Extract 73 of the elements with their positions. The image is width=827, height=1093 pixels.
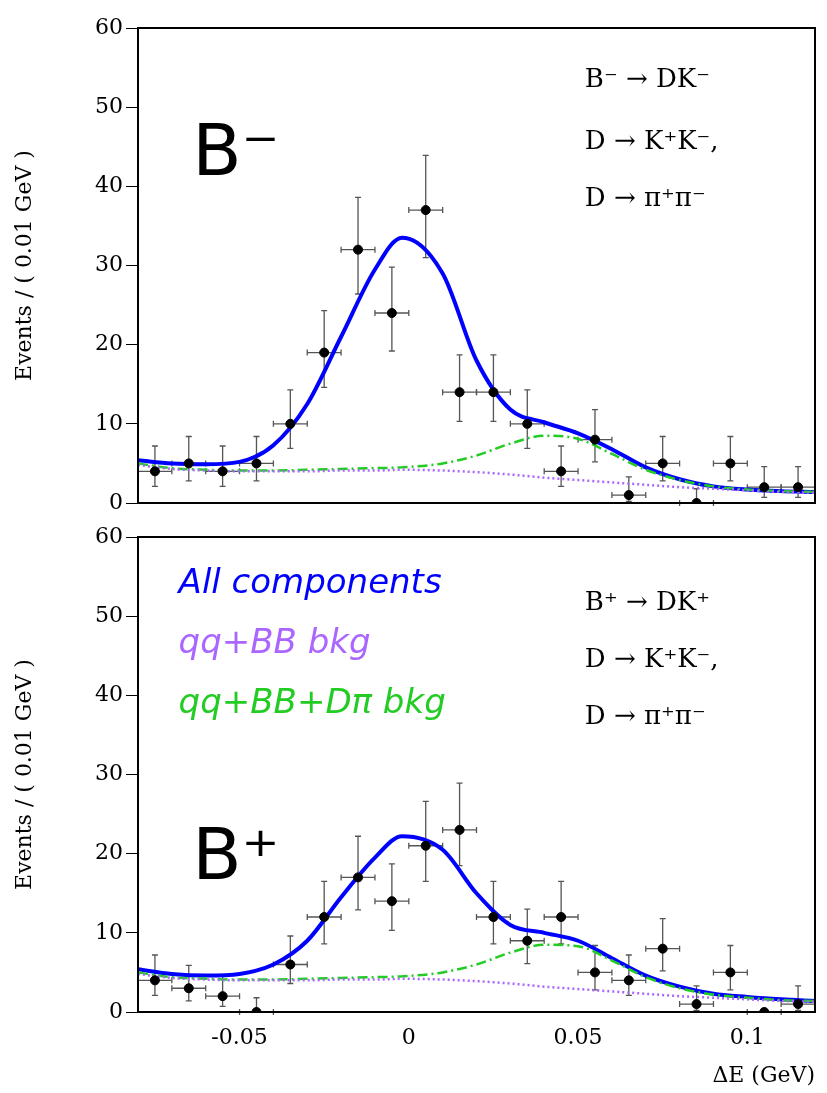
x-axis-title: ΔE (GeV) (712, 1061, 815, 1087)
y-tick-label: 10 (95, 409, 123, 435)
point (319, 912, 330, 922)
point (251, 458, 262, 469)
y-tick-label: 10 (95, 918, 123, 944)
point (183, 458, 194, 469)
y-tick-label: 20 (95, 839, 123, 865)
line-series (138, 463, 815, 494)
point (183, 983, 194, 994)
line-series (138, 943, 815, 1003)
y-tick-label: 50 (95, 601, 123, 627)
x-tick-label: -0.05 (211, 1023, 268, 1049)
annotation: B⁺ (192, 811, 280, 896)
point (759, 482, 770, 493)
y-tick-label: 0 (109, 488, 123, 514)
point (454, 824, 465, 835)
y-tick-label: 20 (95, 330, 123, 356)
annotation: B⁺ → DK⁺ (584, 586, 710, 617)
x-tick-label: 0 (401, 1023, 416, 1049)
y-tick-label: 40 (95, 172, 123, 198)
y-tick-label: 30 (95, 760, 123, 786)
point (556, 466, 567, 477)
point (420, 840, 431, 851)
point (657, 458, 668, 469)
annotation: D → K⁺K⁻, (584, 643, 719, 674)
point (691, 999, 702, 1010)
x-tick-label: 0.05 (553, 1023, 603, 1049)
point (589, 434, 600, 445)
text: All components (176, 561, 442, 602)
point (488, 912, 499, 922)
y-axis-title: Events / ( 0.01 GeV ) (10, 150, 36, 381)
annotation: D → K⁺K⁻, (584, 124, 719, 155)
annotation: B⁻ (192, 107, 280, 192)
point (522, 935, 533, 946)
point (556, 912, 567, 922)
point (319, 347, 330, 358)
y-tick-label: 40 (95, 681, 123, 707)
y-tick-label: 30 (95, 251, 123, 277)
point (285, 418, 296, 429)
point (488, 387, 499, 398)
annotation: D → π⁺π⁻ (584, 181, 706, 212)
point (353, 244, 364, 255)
point (454, 387, 465, 398)
x-tick-label: 0.1 (729, 1023, 765, 1049)
point (353, 872, 364, 883)
point (149, 975, 160, 986)
point (386, 896, 397, 907)
line-series (138, 972, 815, 1003)
point (793, 482, 804, 493)
point (217, 991, 228, 1002)
y-tick-label: 60 (95, 522, 123, 548)
point (623, 975, 634, 986)
point (589, 967, 600, 978)
point (725, 967, 736, 978)
point (725, 458, 736, 469)
point (285, 959, 296, 970)
point (420, 205, 431, 216)
y-axis-title: Events / ( 0.01 GeV ) (10, 659, 36, 890)
y-tick-label: 50 (95, 92, 123, 118)
point (522, 418, 533, 429)
line-series (138, 434, 815, 494)
text: qq+BB+Dπ bkg (178, 681, 446, 722)
point (623, 490, 634, 501)
point (217, 466, 228, 477)
y-tick-label: 60 (95, 13, 123, 39)
text: qq+BB bkg (178, 621, 371, 662)
y-tick-label: 0 (109, 997, 123, 1023)
annotation: B⁻ → DK⁻ (584, 63, 710, 93)
point (793, 999, 804, 1010)
point (149, 466, 160, 477)
point (657, 943, 668, 954)
point (386, 308, 397, 318)
annotation: D → π⁺π⁻ (584, 700, 706, 731)
